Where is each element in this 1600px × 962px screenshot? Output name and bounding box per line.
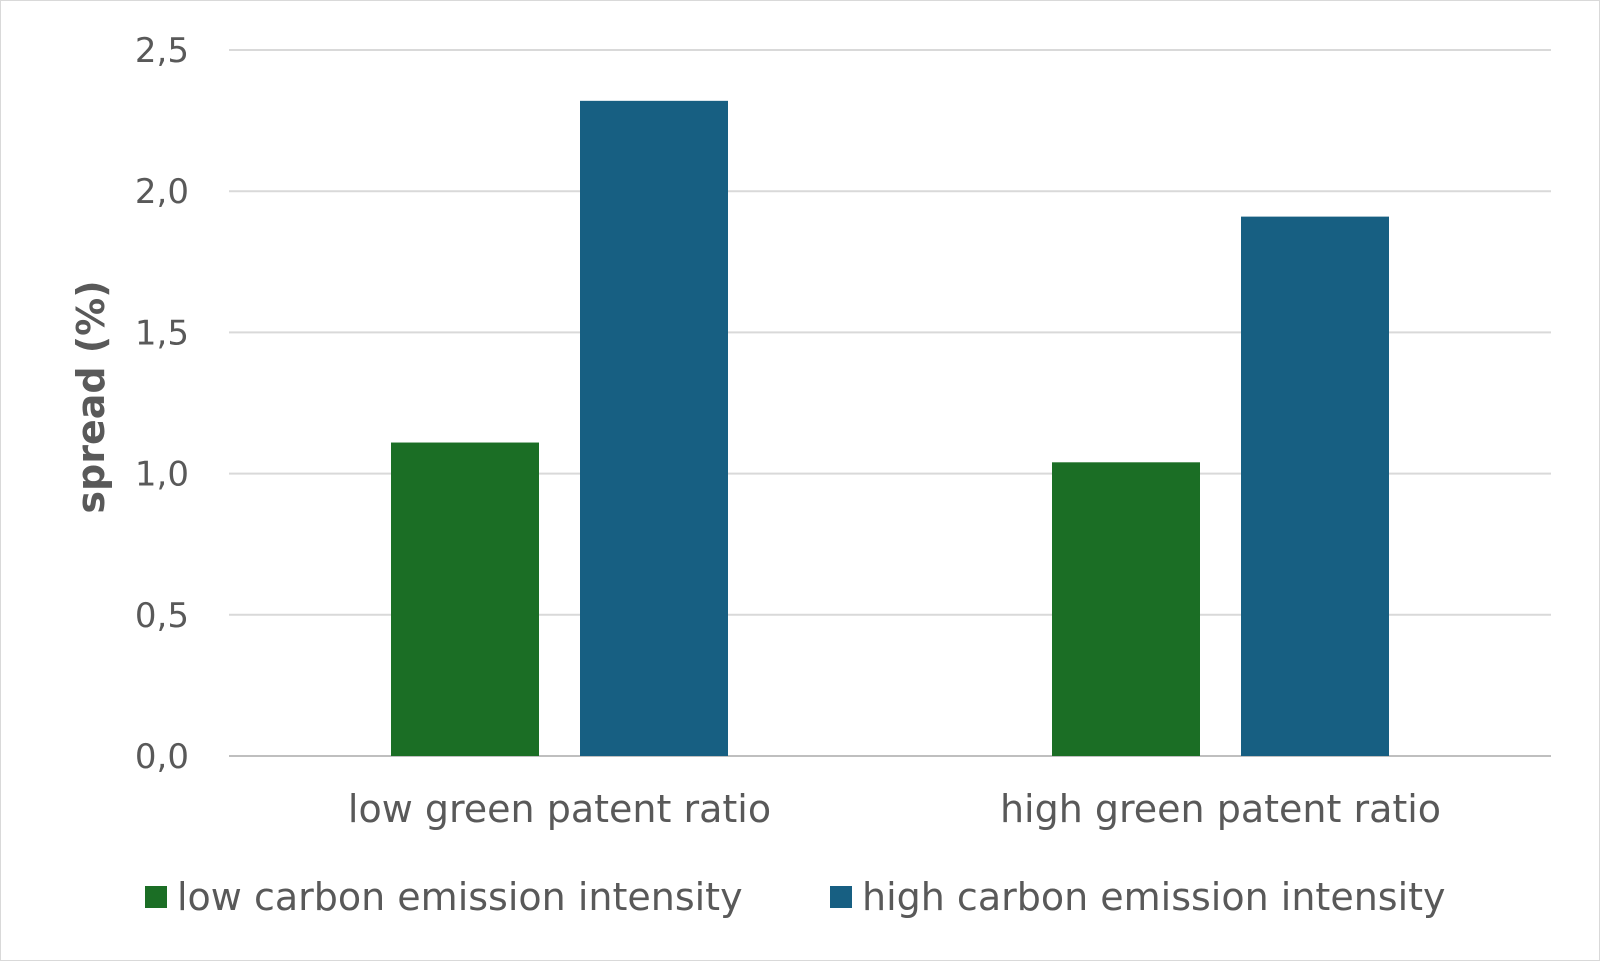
- y-tick-label: 0,0: [135, 737, 189, 777]
- legend-swatch: [830, 886, 852, 908]
- y-tick-label: 2,0: [135, 172, 189, 212]
- legend-swatch: [145, 886, 167, 908]
- y-tick-label: 1,0: [135, 455, 189, 495]
- y-tick-label: 2,5: [135, 31, 189, 71]
- y-tick-label: 0,5: [135, 596, 189, 636]
- x-category-label: low green patent ratio: [348, 787, 771, 831]
- legend-label: high carbon emission intensity: [862, 875, 1446, 919]
- x-category-label: high green patent ratio: [1000, 787, 1441, 831]
- y-axis-label: spread (%): [69, 280, 113, 513]
- y-axis-ticks: 0,0 0,5 1,0 1,5 2,0 2,5: [135, 31, 189, 777]
- bar-low-carbon-high-green: [1052, 462, 1200, 756]
- legend-label: low carbon emission intensity: [177, 875, 743, 919]
- bars: [391, 100, 1389, 757]
- legend: low carbon emission intensity high carbon…: [145, 875, 1446, 919]
- y-tick-label: 1,5: [135, 313, 189, 353]
- bar-high-carbon-low-green: [580, 100, 728, 756]
- bar-high-carbon-high-green: [1241, 216, 1389, 757]
- bar-low-carbon-low-green: [391, 442, 539, 756]
- x-axis-categories: low green patent ratio high green patent …: [348, 787, 1441, 831]
